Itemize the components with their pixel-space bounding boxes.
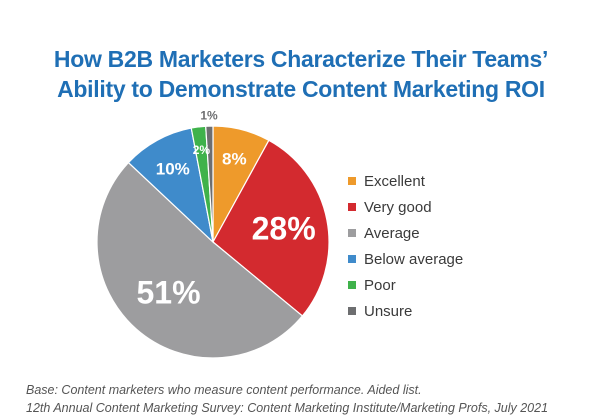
legend-item-excellent: Excellent bbox=[348, 168, 548, 194]
legend-item-average: Average bbox=[348, 220, 548, 246]
legend-swatch-poor bbox=[348, 281, 356, 289]
slice-label-excellent: 8% bbox=[222, 149, 247, 168]
legend-item-poor: Poor bbox=[348, 272, 548, 298]
chart-title-line-1: How B2B Marketers Characterize Their Tea… bbox=[53, 46, 549, 72]
legend-swatch-excellent bbox=[348, 177, 356, 185]
legend-item-below-average: Below average bbox=[348, 246, 548, 272]
slice-label-average: 51% bbox=[136, 274, 200, 310]
pie-slice-very-good bbox=[212, 139, 330, 317]
chart-title: How B2B Marketers Characterize Their Tea… bbox=[0, 44, 602, 104]
pie-slice-labels: 8% 28% 51% 10%2% 1% bbox=[136, 109, 315, 311]
pie-slice-average bbox=[96, 161, 304, 359]
footnote-source: 12th Annual Content Marketing Survey: Co… bbox=[26, 401, 549, 415]
slice-label-poor: 2% bbox=[193, 143, 211, 157]
footnote-base: Base: Content marketers who measure cont… bbox=[26, 383, 422, 397]
slice-label-below-average: 10% bbox=[156, 159, 190, 178]
chart-legend: Excellent Very good Average Below average Po… bbox=[348, 168, 548, 324]
legend-swatch-average bbox=[348, 229, 356, 237]
legend-label-average: Average bbox=[364, 224, 420, 242]
chart-title-line-2: Ability to Demonstrate Content Marketing… bbox=[57, 76, 545, 102]
pie-slice-unsure bbox=[205, 125, 214, 243]
legend-swatch-very-good bbox=[348, 203, 356, 211]
legend-label-below-average: Below average bbox=[364, 250, 464, 268]
slice-label-unsure: 1% bbox=[200, 109, 218, 123]
legend-label-unsure: Unsure bbox=[364, 302, 413, 320]
legend-label-poor: Poor bbox=[364, 276, 396, 294]
legend-swatch-below-average bbox=[348, 255, 356, 263]
legend-label-very-good: Very good bbox=[364, 198, 432, 216]
pie-slices bbox=[96, 125, 330, 359]
legend-item-unsure: Unsure bbox=[348, 298, 548, 324]
legend-swatch-unsure bbox=[348, 307, 356, 315]
pie-slice-below-average bbox=[127, 127, 214, 244]
slice-label-very-good: 28% bbox=[252, 211, 316, 247]
legend-item-very-good: Very good bbox=[348, 194, 548, 220]
legend-label-excellent: Excellent bbox=[364, 172, 425, 190]
